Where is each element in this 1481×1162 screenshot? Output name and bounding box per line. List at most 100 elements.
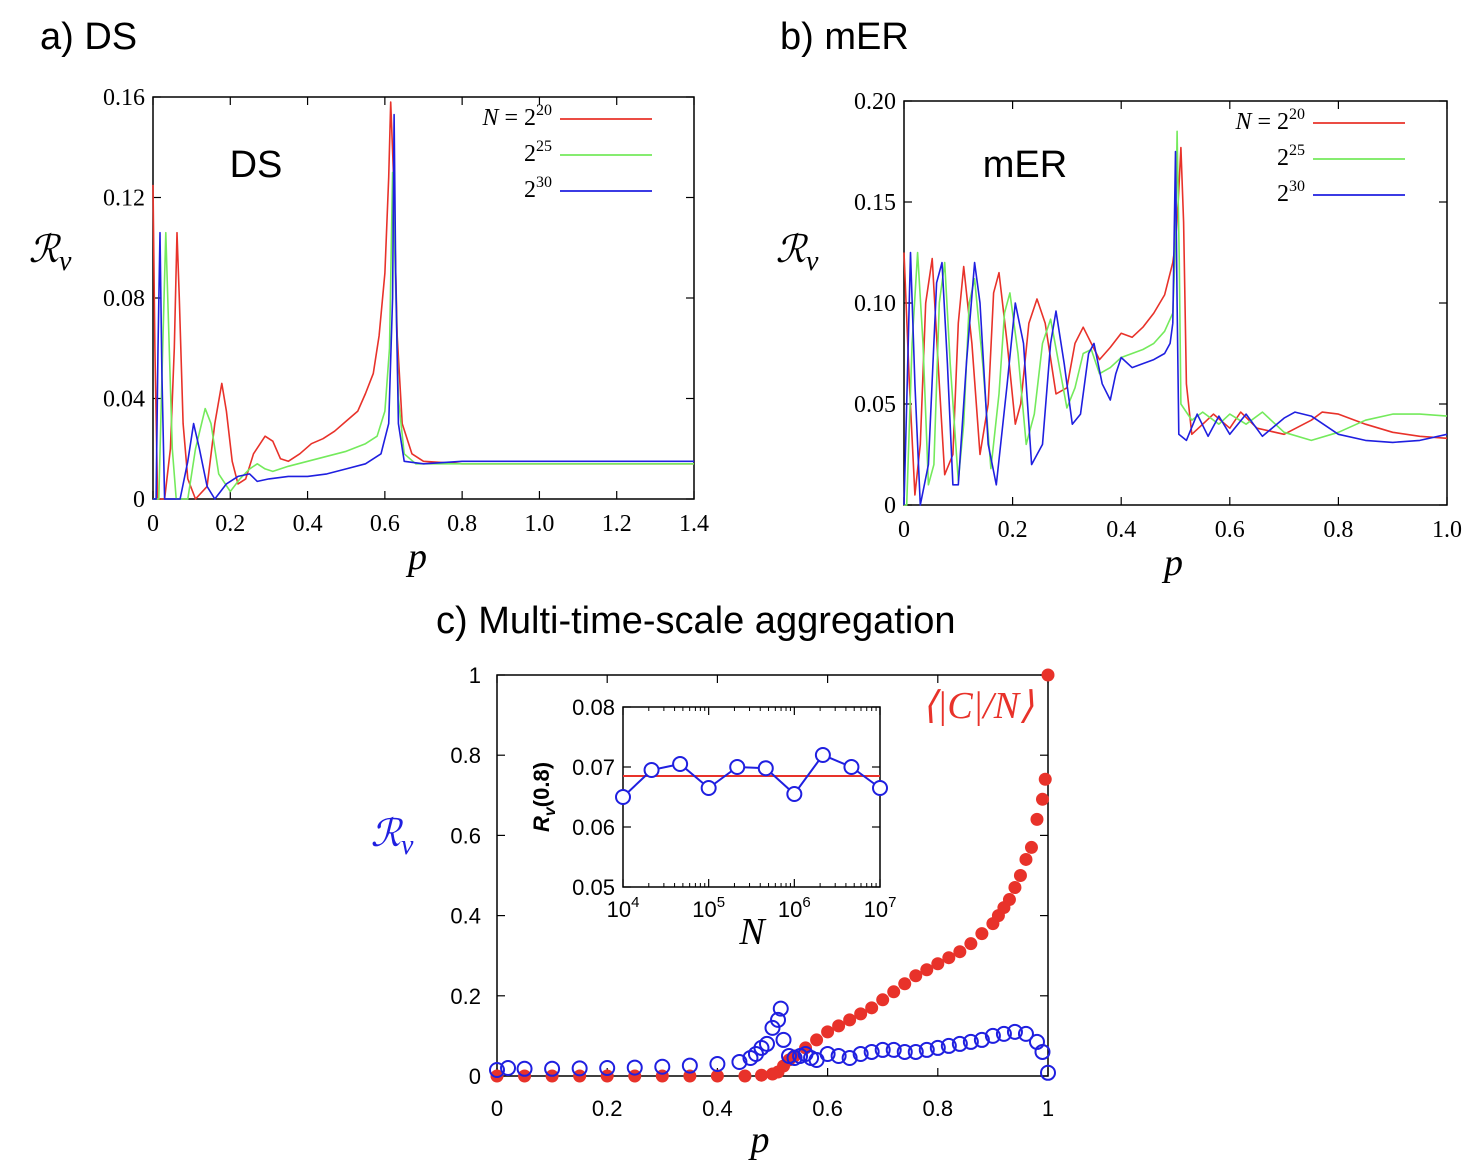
- inset-point: [729, 759, 746, 775]
- y-tick-label: 0: [884, 493, 896, 519]
- blue-point: [764, 1019, 781, 1036]
- blue-point: [626, 1059, 643, 1076]
- x-tick-label: 0.8: [923, 1096, 954, 1121]
- inset-point: [700, 780, 717, 796]
- y-tick-label: 0.12: [103, 186, 145, 212]
- y-tick-label: 0.16: [103, 85, 145, 111]
- red-point: [754, 1068, 768, 1082]
- x-axis-label: p: [405, 536, 427, 578]
- inset-x-tick-label: 105: [692, 894, 725, 922]
- blue-point: [885, 1041, 902, 1058]
- inset-point: [872, 780, 888, 796]
- blue-point: [1017, 1025, 1034, 1042]
- inplot-label: mER: [983, 144, 1067, 186]
- x-tick-label: 0.6: [370, 511, 400, 537]
- red-point: [1024, 840, 1038, 854]
- y-tick-label: 0.15: [854, 190, 896, 216]
- blue-point: [599, 1059, 616, 1076]
- y-tick-label: 0.05: [854, 392, 896, 418]
- x-tick-label: 0.6: [1215, 517, 1245, 543]
- inset-point: [814, 747, 831, 763]
- red-point: [843, 1013, 857, 1027]
- y-tick-label: 0.8: [450, 743, 481, 768]
- inset-x-tick-label: 107: [864, 894, 897, 922]
- blue-point: [973, 1031, 990, 1048]
- blue-point: [1034, 1043, 1051, 1060]
- x-tick-label: 0.2: [215, 511, 245, 537]
- red-point: [710, 1069, 724, 1083]
- x-tick-label: 0.4: [1106, 517, 1136, 543]
- red-point: [920, 963, 934, 977]
- red-point: [865, 1001, 879, 1015]
- inset-x-axis-label: N: [738, 911, 767, 953]
- red-point: [975, 927, 989, 941]
- legend-label-20: N = 220: [1234, 106, 1305, 135]
- blue-point: [984, 1027, 1001, 1044]
- blue-point: [758, 1035, 775, 1052]
- blue-point: [929, 1039, 946, 1056]
- red-point: [1038, 772, 1052, 786]
- x-tick-label: 0.8: [447, 511, 477, 537]
- x-tick-label: 1: [1042, 1096, 1054, 1121]
- inset-y-tick-label: 0.06: [572, 815, 615, 840]
- blue-point: [940, 1037, 957, 1054]
- legend-label-30: 230: [1277, 178, 1305, 207]
- inset-point: [757, 760, 774, 777]
- inset-y-axis-label: Rv(0.8): [529, 762, 559, 832]
- y-tick-label: 1: [469, 663, 481, 688]
- red-point: [1041, 668, 1055, 682]
- x-tick-label: 0: [491, 1096, 503, 1121]
- series-line-30: [903, 150, 1448, 506]
- legend-label-25: 225: [1277, 142, 1305, 171]
- red-point: [1030, 812, 1044, 826]
- y-tick-label: 0: [469, 1064, 481, 1089]
- blue-point: [819, 1045, 836, 1062]
- inplot-label: DS: [230, 144, 283, 186]
- blue-point: [995, 1025, 1012, 1042]
- red-point: [1019, 852, 1033, 866]
- red-point: [942, 951, 956, 965]
- blue-point: [1006, 1023, 1023, 1040]
- blue-point: [731, 1053, 748, 1070]
- y-tick-label: 0.2: [450, 984, 481, 1009]
- panel-a-chart: 0 0.2 0.4 0.6 0.8 1.0 1.2 1.4 0 0.04 0.08 0.12 0.16 N…: [29, 85, 709, 578]
- blue-point: [709, 1055, 726, 1072]
- y-tick-label: 0.04: [103, 387, 145, 413]
- y-tick-label: 0.10: [854, 291, 896, 317]
- panel-b-heading: b) mER: [780, 16, 909, 58]
- blue-point: [863, 1043, 880, 1060]
- red-point: [1035, 792, 1049, 806]
- red-point: [909, 969, 923, 983]
- y-tick-label: 0.20: [854, 89, 896, 115]
- red-point: [876, 993, 890, 1007]
- blue-point: [489, 1061, 505, 1078]
- panel-a-heading: a) DS: [40, 16, 138, 58]
- inset-y-tick-label: 0.05: [572, 875, 615, 900]
- y-tick-label: 0.08: [103, 286, 145, 312]
- red-point: [1008, 881, 1022, 895]
- x-tick-label: 0: [147, 511, 159, 537]
- x-axis-label: p: [1161, 542, 1183, 584]
- y-tick-label: 0.6: [450, 823, 481, 848]
- y-axis-label: ℛv: [776, 229, 819, 277]
- legend-label-20: N = 220: [481, 102, 552, 131]
- blue-point: [896, 1043, 913, 1060]
- red-point: [898, 977, 912, 991]
- x-tick-label: 0.2: [998, 517, 1028, 543]
- x-tick-label: 0.6: [812, 1096, 843, 1121]
- x-tick-label: 0.2: [592, 1096, 623, 1121]
- red-point: [887, 985, 901, 999]
- blue-point: [907, 1043, 924, 1060]
- blue-point: [681, 1057, 698, 1074]
- red-series-label: ⟨|C|/N⟩: [922, 685, 1034, 727]
- blue-point: [770, 1011, 787, 1028]
- y-tick-label: 0: [133, 487, 145, 513]
- blue-point: [1040, 1064, 1056, 1081]
- inset-x-tick-label: 106: [778, 894, 811, 922]
- inset-point: [672, 756, 689, 772]
- series-line-25: [153, 171, 694, 500]
- x-tick-label: 1.0: [1432, 517, 1462, 543]
- inset-point: [643, 762, 660, 778]
- blue-point: [918, 1041, 935, 1058]
- panel-b-chart: 0 0.2 0.4 0.6 0.8 1.0 0 0.05 0.10 0.15 0.20 N = 220…: [776, 89, 1462, 584]
